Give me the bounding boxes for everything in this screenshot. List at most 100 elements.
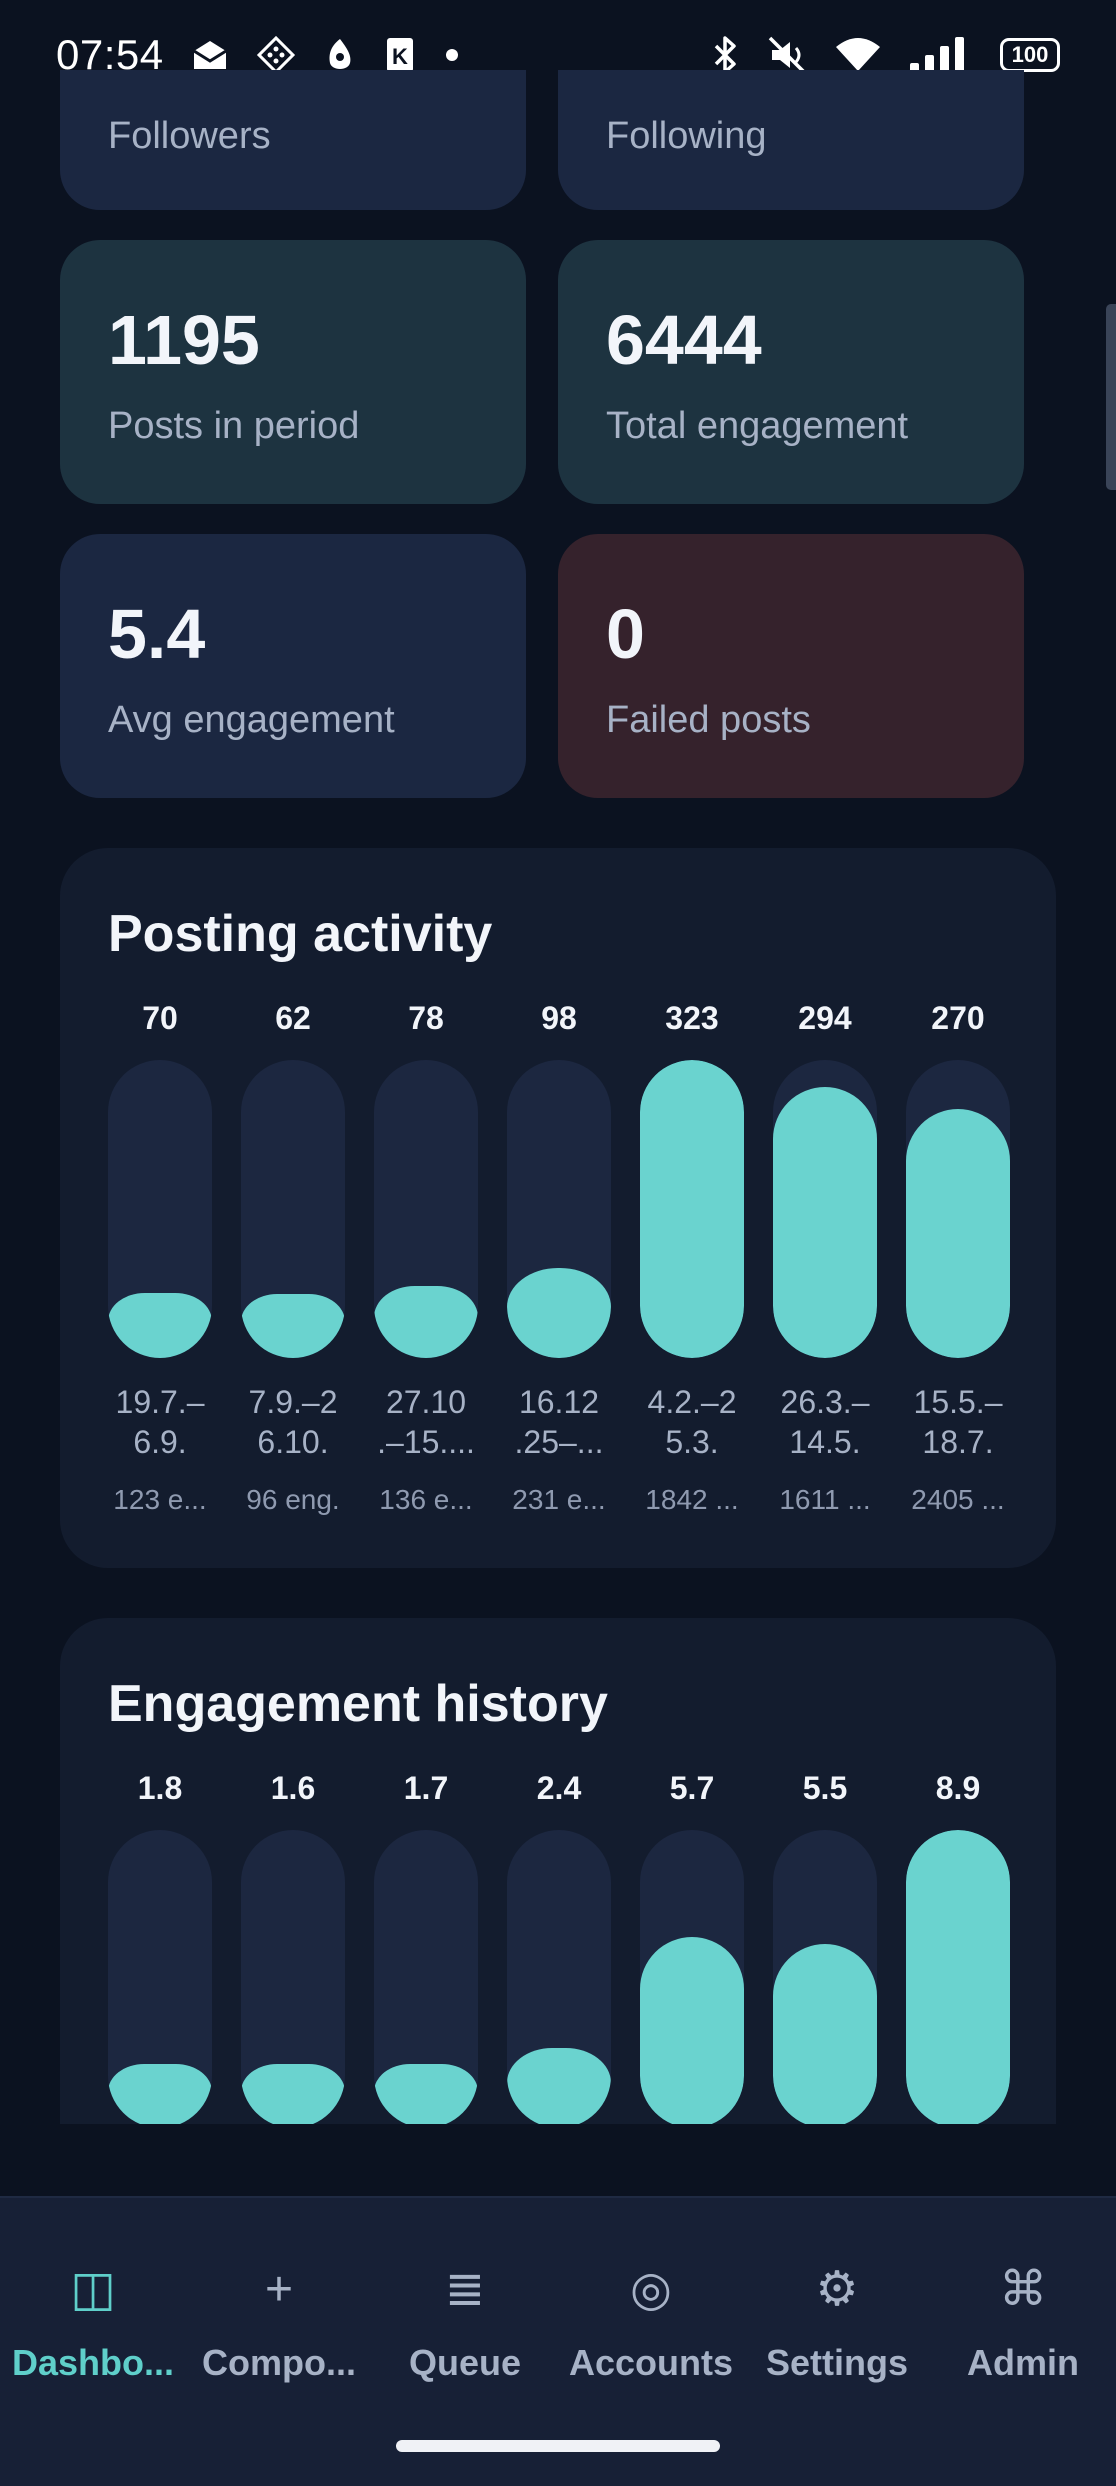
bar-date-line: 15.5.–	[913, 1384, 1003, 1420]
bar-engagement-label: 1842 ...	[645, 1484, 739, 1515]
bar-track	[507, 1060, 611, 1358]
bar	[906, 1108, 1010, 1358]
bar-value-label: 78	[408, 1000, 444, 1036]
k-app-icon: K	[384, 35, 416, 75]
bar-track	[507, 1830, 611, 2124]
signal-icon	[908, 35, 974, 75]
bar-value-label: 98	[541, 1000, 577, 1036]
avg-engagement-label: Avg engagement	[108, 699, 395, 741]
bar-value-label: 62	[275, 1000, 311, 1036]
bar	[906, 1830, 1010, 2124]
engagement-history-panel: Engagement history 1.8 1.6 1.7 2.4 5.7 5.5 8.9	[60, 1618, 1056, 2124]
bar-date-label: 27.10 .–15....	[368, 1382, 484, 1462]
bar-value-label: 5.7	[669, 1770, 715, 1806]
bar-track	[374, 1060, 478, 1358]
bar	[241, 1294, 345, 1358]
bar	[108, 1293, 212, 1358]
bar-engagement-label: 231 e...	[512, 1484, 606, 1515]
bar-value-label: 2.4	[536, 1770, 582, 1806]
fox-icon	[322, 35, 358, 75]
nav-label: Admin	[967, 2342, 1079, 2383]
bar	[773, 1943, 877, 2124]
bar-date-label: 4.2.–2 5.3.	[634, 1382, 750, 1462]
bar-date-line: 4.2.–2	[647, 1384, 737, 1420]
bar-value-label: 270	[931, 1000, 985, 1036]
engagement-value: 6444	[606, 301, 762, 379]
bar-date-label: 15.5.– 18.7.	[900, 1382, 1016, 1462]
bar-track	[906, 1060, 1010, 1358]
bottom-navigation: ◫ Dashbo... + Compo... ≣ Queue ◎ Accounts ⚙ Setti…	[0, 2196, 1116, 2486]
bar-date-line: .–15....	[377, 1424, 475, 1460]
wifi-icon	[834, 35, 882, 75]
nav-label: Accounts	[568, 2342, 734, 2383]
bar	[640, 1060, 744, 1358]
failed-posts-label: Failed posts	[606, 699, 811, 741]
mail-icon	[190, 37, 230, 73]
bar-date-line: .25–...	[514, 1424, 604, 1460]
posting-activity-title: Posting activity	[108, 905, 493, 963]
avg-engagement-value: 5.4	[108, 595, 206, 673]
nav-item-compo[interactable]: + Compo...	[186, 2258, 372, 2398]
avg-engagement-card[interactable]: 5.4 Avg engagement	[60, 534, 526, 798]
bar-value-label: 70	[142, 1000, 178, 1036]
bar-date-line: 7.9.–2	[248, 1384, 338, 1420]
bar-date-line: 14.5.	[789, 1424, 861, 1460]
bar-value-label: 1.7	[403, 1770, 449, 1806]
bar	[241, 2064, 345, 2124]
nav-item-queue[interactable]: ≣ Queue	[372, 2258, 558, 2398]
following-label: Following	[606, 115, 767, 157]
gear-icon: ⚙	[815, 2263, 859, 2316]
bar-engagement-label: 1611 ...	[779, 1484, 871, 1515]
bar-date-label: 7.9.–2 6.10.	[235, 1382, 351, 1462]
bar-engagement-label: 136 e...	[379, 1484, 473, 1515]
posts-card[interactable]: 1195 Posts in period	[60, 240, 526, 504]
engagement-label: Total engagement	[606, 405, 909, 447]
svg-text:K: K	[392, 44, 408, 69]
bar-date-line: 26.3.–	[780, 1384, 870, 1420]
bar-engagement-label: 2405 ...	[911, 1484, 1005, 1515]
bar-track	[906, 1830, 1010, 2124]
followers-card[interactable]: Followers	[60, 70, 526, 210]
scroll-indicator[interactable]	[1106, 304, 1116, 490]
engagement-card[interactable]: 6444 Total engagement	[558, 240, 1024, 504]
bar-date-line: 18.7.	[922, 1424, 994, 1460]
bar-track	[374, 1830, 478, 2124]
bar	[108, 2064, 212, 2124]
failed-posts-card[interactable]: 0 Failed posts	[558, 534, 1024, 798]
nav-label: Compo...	[202, 2342, 356, 2383]
bar	[773, 1086, 877, 1358]
mute-icon	[766, 34, 808, 76]
bar-track	[108, 1060, 212, 1358]
bar-engagement-label: 123 e...	[113, 1484, 207, 1515]
dot-icon	[442, 45, 462, 65]
bar	[507, 2047, 611, 2124]
bar-date-line: 6.9.	[133, 1424, 187, 1460]
status-bar: 07:54 K 100	[0, 0, 1116, 110]
bar-date-label: 16.12 .25–...	[501, 1382, 617, 1462]
followers-label: Followers	[108, 115, 271, 157]
following-card[interactable]: Following	[558, 70, 1024, 210]
posting-activity-panel: Posting activity 70 19.7.– 6.9. 123 e... 62 7…	[60, 848, 1056, 1568]
bar-value-label: 323	[665, 1000, 719, 1036]
bluetooth-icon	[710, 34, 740, 76]
target-icon: ◎	[630, 2263, 672, 2316]
failed-posts-value: 0	[606, 595, 645, 673]
nav-item-settings[interactable]: ⚙ Settings	[744, 2258, 930, 2398]
nav-label: Dashbo...	[11, 2342, 175, 2383]
bar-track	[241, 1060, 345, 1358]
bar-date-line: 6.10.	[257, 1424, 329, 1460]
bar-value-label: 294	[798, 1000, 852, 1036]
nav-item-accounts[interactable]: ◎ Accounts	[558, 2258, 744, 2398]
nav-item-dashbo[interactable]: ◫ Dashbo...	[0, 2258, 186, 2398]
posts-value: 1195	[108, 301, 260, 379]
bar-date-line: 16.12	[518, 1384, 600, 1420]
bar	[507, 1267, 611, 1358]
battery-icon: 100	[1000, 38, 1060, 72]
engagement-history-title: Engagement history	[108, 1675, 608, 1733]
bar-track	[640, 1830, 744, 2124]
nav-label: Settings	[765, 2342, 908, 2383]
home-indicator[interactable]	[396, 2440, 720, 2452]
bar-track	[241, 1830, 345, 2124]
bar-track	[773, 1830, 877, 2124]
nav-item-admin[interactable]: ⌘ Admin	[930, 2258, 1116, 2398]
